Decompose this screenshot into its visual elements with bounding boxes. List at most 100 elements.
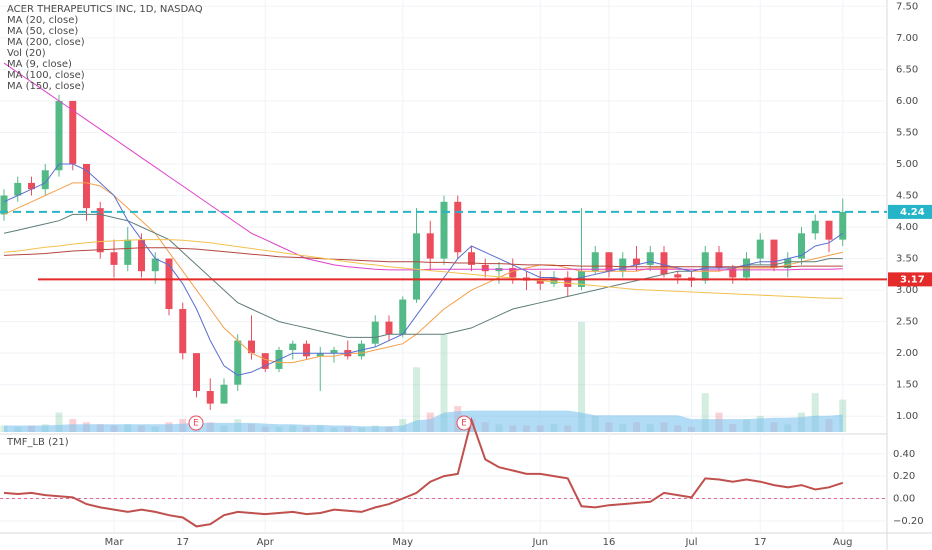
candle-body bbox=[28, 182, 35, 190]
indicator-title: TMF_LB (21) bbox=[6, 437, 69, 448]
candle-body bbox=[316, 353, 324, 357]
candle-body bbox=[96, 208, 104, 253]
candle-body bbox=[303, 343, 310, 357]
candle-body bbox=[206, 391, 214, 404]
candle-body bbox=[756, 239, 764, 259]
legend-entry: MA (200, close) bbox=[7, 37, 85, 48]
x-tick-label: Jun bbox=[531, 537, 548, 548]
earnings-label[interactable]: E bbox=[461, 419, 467, 429]
candle-body bbox=[220, 384, 228, 404]
candle-body bbox=[413, 233, 420, 300]
x-tick-label: 17 bbox=[176, 537, 189, 548]
candle-body bbox=[798, 233, 805, 259]
legend-entry: MA (50, close) bbox=[7, 26, 78, 37]
earnings-label[interactable]: E bbox=[193, 419, 199, 429]
candle-body bbox=[825, 220, 833, 240]
candle-body bbox=[124, 239, 132, 265]
x-tick-label: 16 bbox=[603, 537, 616, 548]
candle-body bbox=[591, 252, 599, 272]
volume-bar bbox=[55, 412, 63, 432]
x-tick-label: 17 bbox=[754, 537, 767, 548]
price-label-box bbox=[888, 272, 932, 287]
candle-body bbox=[536, 280, 544, 284]
volume-bar bbox=[440, 334, 448, 432]
candle-body bbox=[426, 233, 434, 259]
ma-line bbox=[3, 247, 843, 268]
y-tick-label: 0.00 bbox=[893, 493, 915, 504]
price-label: 4.24 bbox=[900, 207, 925, 218]
y-tick-label: 0.20 bbox=[893, 471, 915, 482]
legend-entry: Vol (20) bbox=[7, 48, 46, 59]
candle-body bbox=[261, 353, 269, 369]
candle-body bbox=[633, 258, 640, 265]
x-tick-label: Mar bbox=[105, 537, 125, 548]
volume-bar bbox=[578, 322, 585, 432]
candle-body bbox=[14, 182, 22, 196]
y-tick-label: −0.20 bbox=[893, 516, 924, 527]
candle-body bbox=[619, 258, 627, 272]
price-label-box bbox=[888, 204, 932, 219]
candle-body bbox=[385, 321, 393, 335]
candle-body bbox=[564, 277, 572, 287]
candle-body bbox=[179, 309, 187, 354]
y-tick-label: 0.40 bbox=[893, 449, 915, 460]
candle-body bbox=[509, 268, 517, 278]
candle-body bbox=[193, 353, 200, 392]
candle-body bbox=[770, 239, 778, 269]
candle-body bbox=[715, 252, 723, 269]
y-tick-label: 4.00 bbox=[896, 222, 918, 233]
candle-body bbox=[729, 268, 737, 278]
candle-body bbox=[399, 299, 407, 335]
y-tick-label: 5.00 bbox=[896, 159, 918, 170]
x-tick-label: May bbox=[392, 537, 413, 548]
candle-body bbox=[0, 195, 8, 215]
candle-body bbox=[55, 100, 63, 171]
legend-entry: MA (9, close) bbox=[7, 59, 72, 70]
candle-body bbox=[440, 201, 448, 259]
candle-body bbox=[454, 201, 462, 253]
y-tick-label: 7.50 bbox=[896, 1, 918, 12]
volume-ma-area bbox=[4, 410, 843, 432]
x-tick-label: Aug bbox=[833, 537, 853, 548]
candle-body bbox=[138, 239, 145, 272]
y-tick-label: 3.50 bbox=[896, 254, 918, 265]
candle-body bbox=[784, 258, 792, 269]
price-label: 3.17 bbox=[900, 274, 925, 285]
legend-entry: MA (150, close) bbox=[7, 81, 85, 92]
y-tick-label: 6.50 bbox=[896, 64, 918, 75]
legend-entry: MA (20, close) bbox=[7, 15, 78, 26]
candle-body bbox=[646, 252, 654, 265]
volume-bar bbox=[413, 367, 420, 432]
volume-bar bbox=[811, 393, 819, 432]
candle-body bbox=[151, 258, 159, 272]
ma-line bbox=[3, 182, 843, 364]
candle-body bbox=[41, 170, 49, 190]
y-tick-label: 7.00 bbox=[896, 33, 918, 44]
y-tick-label: 4.50 bbox=[896, 191, 918, 202]
ma-line bbox=[3, 163, 844, 376]
candle-body bbox=[110, 252, 118, 265]
y-tick-label: 6.00 bbox=[896, 96, 918, 107]
y-tick-label: 2.00 bbox=[896, 348, 918, 359]
candle-body bbox=[550, 277, 558, 284]
indicator-line bbox=[3, 416, 844, 528]
x-tick-label: Apr bbox=[257, 537, 275, 548]
candle-body bbox=[248, 340, 255, 354]
earnings-marker[interactable] bbox=[456, 415, 472, 431]
y-tick-label: 5.50 bbox=[896, 127, 918, 138]
ma-line bbox=[3, 239, 843, 299]
candle-body bbox=[605, 252, 613, 272]
earnings-marker[interactable] bbox=[188, 415, 204, 431]
candle-body bbox=[481, 264, 489, 272]
y-tick-label: 3.00 bbox=[896, 285, 918, 296]
candle-body bbox=[839, 211, 847, 240]
y-tick-label: 1.50 bbox=[896, 380, 918, 391]
candle-body bbox=[69, 100, 77, 164]
y-tick-label: 2.50 bbox=[896, 317, 918, 328]
volume-bar bbox=[701, 393, 709, 432]
candle-body bbox=[289, 343, 297, 351]
candle-body bbox=[234, 340, 242, 385]
